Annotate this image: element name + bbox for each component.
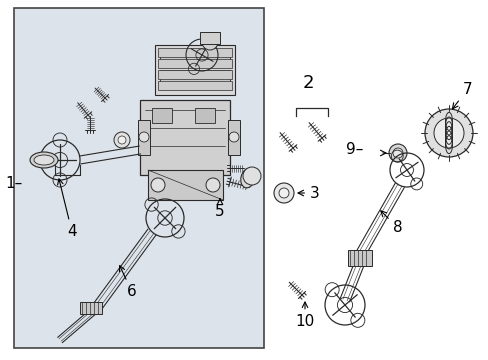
Text: 2: 2 [302,74,313,92]
Circle shape [273,183,293,203]
Text: 3: 3 [297,185,319,201]
Circle shape [151,178,164,192]
Circle shape [114,132,130,148]
Circle shape [392,148,402,158]
Ellipse shape [34,155,54,165]
Text: 10: 10 [295,302,314,329]
Bar [152,108,172,123]
Bar [158,70,231,79]
Circle shape [118,136,126,144]
Text: 9–: 9– [345,143,362,158]
Circle shape [388,144,406,162]
Circle shape [202,34,218,50]
Text: 8: 8 [380,211,402,235]
Bar [195,108,215,123]
Bar [160,50,229,65]
Bar [158,81,231,90]
Circle shape [243,167,261,185]
Circle shape [228,132,239,142]
Bar [80,302,102,314]
Bar [347,250,371,266]
Bar [158,48,231,57]
Circle shape [279,188,288,198]
Bar [14,8,264,348]
Circle shape [205,178,220,192]
Text: 6: 6 [119,266,137,300]
Bar [227,120,240,155]
Text: 4: 4 [58,179,77,239]
Bar [140,100,229,175]
Circle shape [139,132,149,142]
Circle shape [424,109,472,157]
Ellipse shape [240,168,255,188]
Ellipse shape [30,152,58,168]
Bar [160,70,229,85]
Bar [138,120,150,155]
Bar [200,32,220,44]
Bar [148,170,223,200]
Bar [155,45,235,95]
Circle shape [433,118,463,148]
Text: 5: 5 [215,199,224,220]
Text: 7: 7 [451,81,472,109]
Text: 1–: 1– [5,175,22,190]
Bar [158,59,231,68]
